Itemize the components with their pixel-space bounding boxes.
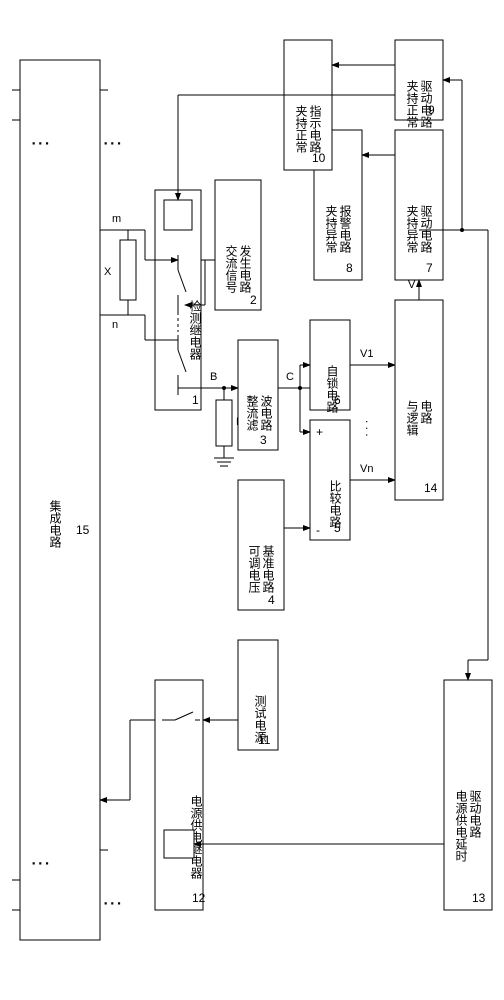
svg-text:10: 10	[312, 151, 326, 165]
svg-text:. . .: . . .	[32, 133, 49, 147]
svg-text:8: 8	[346, 261, 353, 275]
svg-text:交流信号: 交流信号	[224, 244, 238, 293]
block-pwr-relay: 电源供电继电器 12	[155, 680, 206, 910]
block-comparator: 比较电路 5 + -	[310, 420, 350, 540]
svg-text:12: 12	[192, 891, 206, 905]
block-ok-indicator: 夹持正常 指示电路 10	[284, 40, 332, 170]
block-and-logic: 与逻辑 电路 14	[395, 300, 443, 500]
svg-text:5: 5	[334, 521, 341, 535]
node-v1: V1	[360, 348, 373, 360]
svg-text:电路: 电路	[419, 400, 433, 425]
svg-text:+: +	[316, 425, 323, 439]
b15-label: 集成电路	[48, 499, 62, 549]
svg-text:发生电路: 发生电路	[238, 244, 252, 294]
block-detect-relay: 检测继电器 1	[155, 190, 202, 410]
svg-text:6: 6	[334, 393, 341, 407]
svg-text:指示电路: 指示电路	[308, 104, 322, 154]
svg-text:夹持正常: 夹持正常	[405, 80, 419, 129]
svg-text:-: -	[316, 523, 320, 537]
svg-text:可调电压: 可调电压	[247, 545, 261, 593]
svg-text:驱动电路: 驱动电路	[468, 790, 482, 839]
svg-text:检测继电器: 检测继电器	[188, 299, 202, 361]
svg-text:3: 3	[260, 433, 267, 447]
block-test-psu: 测试电源 11	[238, 640, 278, 750]
block-ok-drive: 夹持正常 驱动电路 9	[395, 40, 443, 129]
svg-text:驱动电路: 驱动电路	[419, 205, 433, 254]
svg-text:X: X	[104, 266, 112, 278]
svg-text:夹持异常: 夹持异常	[324, 205, 338, 254]
svg-text:11: 11	[258, 733, 271, 747]
svg-text:4: 4	[268, 593, 275, 607]
svg-text:. . .: . . .	[104, 133, 121, 147]
svg-text:. . .: . . .	[32, 853, 49, 867]
node-b: B	[210, 371, 217, 383]
svg-text:整流滤: 整流滤	[245, 394, 259, 431]
b15-num: 15	[76, 523, 90, 537]
block-integrated-circuit: 集成电路 15	[20, 60, 100, 940]
block-vref: 可调电压 基准电路 4	[238, 480, 284, 610]
block-ac-signal-gen: 交流信号 发生电路 2	[215, 180, 261, 310]
node-v: V	[408, 279, 416, 291]
svg-text:14: 14	[424, 481, 438, 495]
svg-text:n: n	[112, 319, 118, 331]
svg-text:1: 1	[192, 393, 199, 407]
node-c: C	[286, 371, 294, 383]
svg-text:电源供电延时: 电源供电延时	[454, 790, 468, 862]
svg-text:夹持正常: 夹持正常	[294, 105, 308, 154]
svg-text:. . .: . . .	[104, 893, 121, 907]
svg-text:报警电路: 报警电路	[338, 204, 352, 254]
block-rectifier-filter: 整流滤 波电路 3	[238, 340, 278, 450]
node-vn: Vn	[360, 463, 373, 475]
svg-text:2: 2	[250, 293, 257, 307]
svg-text:7: 7	[426, 261, 433, 275]
vdots: . . .	[363, 420, 377, 437]
svg-text:13: 13	[472, 891, 486, 905]
svg-text:夹持异常: 夹持异常	[405, 205, 419, 254]
svg-text:m: m	[112, 213, 121, 225]
svg-text:波电路: 波电路	[259, 395, 273, 432]
svg-text:与逻辑: 与逻辑	[405, 400, 419, 436]
block-self-lock: 自锁电路 6	[310, 320, 350, 414]
svg-text:基准电路: 基准电路	[261, 545, 275, 594]
resistor-x: m X n	[100, 213, 136, 331]
block-abn-drive: 夹持异常 驱动电路 7	[395, 130, 443, 280]
block-pwr-delay-drive: 电源供电延时 驱动电路 13	[444, 680, 492, 910]
svg-text:9: 9	[428, 103, 435, 117]
